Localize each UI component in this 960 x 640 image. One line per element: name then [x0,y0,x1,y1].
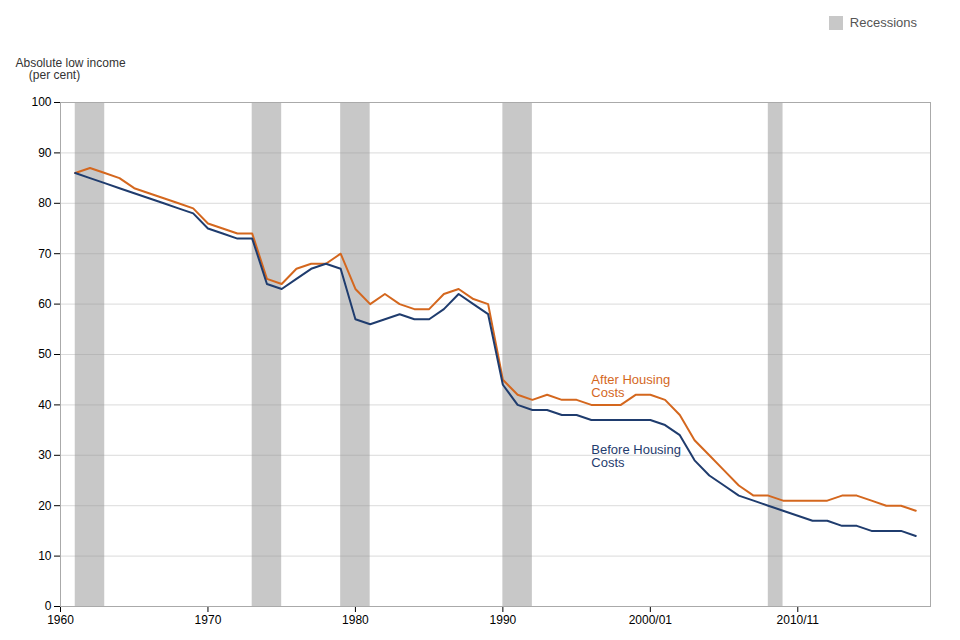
svg-text:Absolute low income (per ce: Absolute low income (per cent) [16,56,126,82]
svg-text:80: 80 [38,196,52,210]
svg-text:Before HousingCosts: Before HousingCosts [591,442,681,470]
svg-text:1990: 1990 [490,613,517,627]
svg-text:After HousingCosts: After HousingCosts [591,371,670,399]
svg-text:1960: 1960 [47,613,74,627]
svg-text:100: 100 [31,95,51,109]
svg-text:30: 30 [38,448,52,462]
svg-text:2010/11: 2010/11 [777,613,820,627]
svg-text:0: 0 [45,599,52,613]
svg-text:40: 40 [38,397,52,411]
svg-text:60: 60 [38,296,52,310]
svg-text:1970: 1970 [195,613,222,627]
svg-text:10: 10 [38,548,52,562]
svg-text:70: 70 [38,246,52,260]
svg-text:20: 20 [38,498,52,512]
html-text:Recessions: Recessions [849,15,917,30]
svg-text:90: 90 [38,145,52,159]
svg-text:1980: 1980 [342,613,369,627]
svg-text:50: 50 [38,347,52,361]
svg-text:2000/01: 2000/01 [629,613,673,627]
